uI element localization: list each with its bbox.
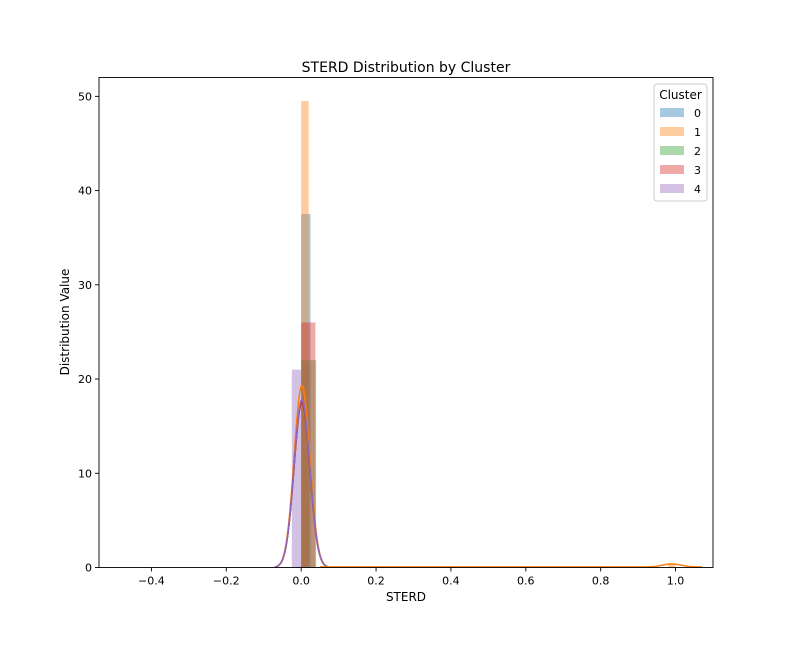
legend-label-cluster-4: 4 — [694, 183, 701, 196]
legend-swatch-cluster-2 — [660, 146, 684, 155]
legend-items: 0 1 2 3 4 — [660, 107, 701, 196]
bar-cluster-4 — [291, 369, 302, 568]
legend-title: Cluster — [659, 88, 702, 102]
x-tick-label: −0.4 — [138, 575, 165, 588]
legend-label-cluster-3: 3 — [694, 164, 701, 177]
plot-area — [98, 77, 714, 568]
x-tick-label: 0.6 — [517, 575, 535, 588]
x-tick-label: 1.0 — [667, 575, 685, 588]
legend-label-cluster-0: 0 — [694, 107, 701, 120]
plot-frame — [98, 77, 714, 568]
legend-swatch-cluster-1 — [660, 127, 684, 136]
kde-curve-cluster-4 — [274, 399, 328, 568]
chart-title: STERD Distribution by Cluster — [302, 60, 511, 76]
x-tick-label: 0.2 — [367, 575, 385, 588]
legend-label-cluster-1: 1 — [694, 126, 701, 139]
y-tick-label: 30 — [78, 279, 92, 292]
y-tick-label: 0 — [85, 562, 92, 575]
legend-swatch-cluster-4 — [660, 184, 684, 193]
x-axis-ticks: −0.4 −0.2 0.0 0.2 0.4 0.6 0.8 1.0 — [138, 567, 685, 588]
x-axis-label: STERD — [386, 590, 426, 604]
legend: Cluster 0 1 2 3 4 — [653, 83, 708, 202]
legend-label-cluster-2: 2 — [694, 145, 701, 158]
y-tick-label: 20 — [78, 373, 92, 386]
y-axis-ticks: 0 10 20 30 40 50 — [78, 90, 99, 575]
legend-box — [653, 83, 708, 202]
kde-curves — [274, 384, 702, 568]
y-tick-label: 10 — [78, 467, 92, 480]
y-tick-label: 40 — [78, 185, 92, 198]
legend-swatch-cluster-3 — [660, 165, 684, 174]
y-tick-label: 50 — [78, 90, 92, 103]
y-axis-label: Distribution Value — [58, 269, 72, 376]
bar-cluster-1 — [668, 563, 676, 568]
legend-swatch-cluster-0 — [660, 108, 684, 117]
bar-cluster-0 — [301, 214, 311, 568]
x-tick-label: −0.2 — [213, 575, 240, 588]
kde-tail-cluster-1 — [319, 563, 702, 568]
bar-cluster-1 — [301, 101, 309, 568]
x-tick-label: 0.0 — [292, 575, 310, 588]
x-tick-label: 0.4 — [442, 575, 460, 588]
x-tick-label: 0.8 — [592, 575, 610, 588]
histogram-bars — [291, 101, 676, 568]
